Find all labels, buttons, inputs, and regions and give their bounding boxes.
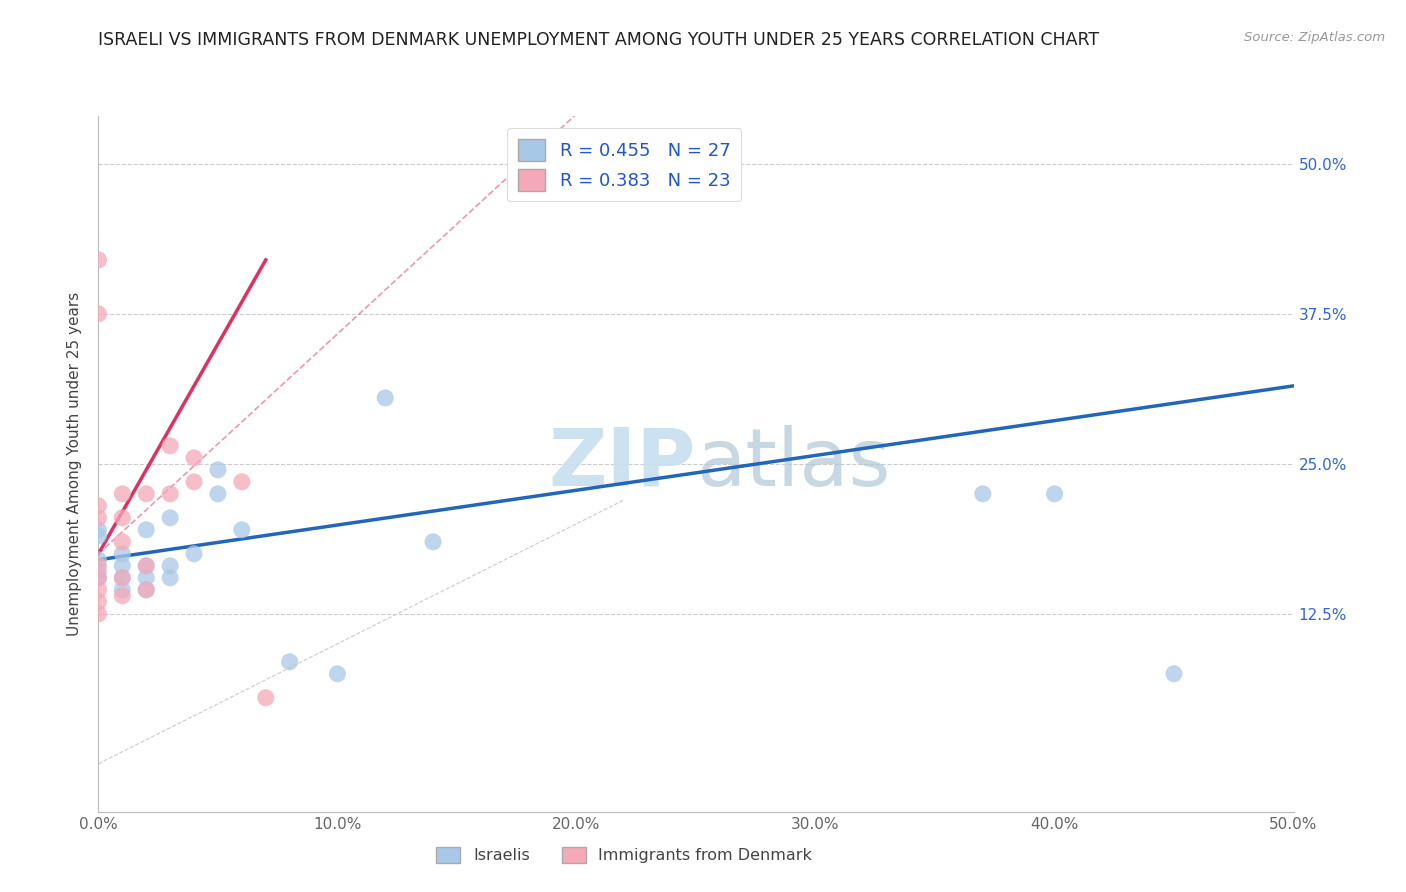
Point [159, 439, 181, 453]
Point [87, 558, 110, 573]
Point [135, 558, 157, 573]
Point [111, 487, 134, 501]
Point [87, 553, 110, 567]
Text: ZIP: ZIP [548, 425, 696, 503]
Point [135, 571, 157, 585]
Point [231, 475, 253, 489]
Point [111, 571, 134, 585]
Point [111, 558, 134, 573]
Point [422, 534, 444, 549]
Point [87, 307, 110, 321]
Text: atlas: atlas [696, 425, 890, 503]
Legend: Israelis, Immigrants from Denmark: Israelis, Immigrants from Denmark [430, 840, 818, 870]
Point [972, 487, 994, 501]
Point [87, 565, 110, 579]
Point [159, 487, 181, 501]
Point [159, 571, 181, 585]
Point [207, 463, 229, 477]
Point [87, 582, 110, 597]
Point [231, 523, 253, 537]
Point [159, 558, 181, 573]
Text: ISRAELI VS IMMIGRANTS FROM DENMARK UNEMPLOYMENT AMONG YOUTH UNDER 25 YEARS CORRE: ISRAELI VS IMMIGRANTS FROM DENMARK UNEMP… [98, 31, 1099, 49]
Point [87, 571, 110, 585]
Point [111, 534, 134, 549]
Point [111, 582, 134, 597]
Point [254, 690, 277, 705]
Point [207, 487, 229, 501]
Point [1043, 487, 1066, 501]
Point [135, 558, 157, 573]
Point [111, 571, 134, 585]
Point [87, 523, 110, 537]
Point [135, 582, 157, 597]
Point [135, 582, 157, 597]
Point [111, 511, 134, 525]
Point [135, 487, 157, 501]
Point [1163, 666, 1185, 681]
Point [159, 511, 181, 525]
Point [135, 523, 157, 537]
Y-axis label: Unemployment Among Youth under 25 years: Unemployment Among Youth under 25 years [66, 292, 82, 636]
Point [183, 547, 205, 561]
Point [87, 571, 110, 585]
Point [278, 655, 301, 669]
Point [111, 547, 134, 561]
Point [87, 499, 110, 513]
Point [111, 589, 134, 603]
Point [87, 529, 110, 543]
Point [183, 475, 205, 489]
Point [87, 252, 110, 267]
Point [374, 391, 396, 405]
Point [326, 666, 349, 681]
Text: Source: ZipAtlas.com: Source: ZipAtlas.com [1244, 31, 1385, 45]
Point [87, 607, 110, 621]
Point [87, 511, 110, 525]
Point [87, 595, 110, 609]
Point [183, 450, 205, 465]
